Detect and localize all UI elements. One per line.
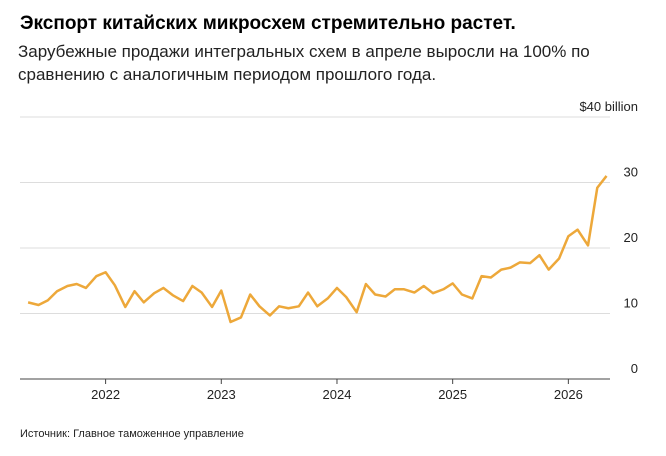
y-tick-label: 20 (624, 230, 638, 245)
x-tick-label: 2022 (91, 387, 120, 402)
subtitle-box: Зарубежные продажи интегральных схем в а… (18, 42, 590, 84)
source: Источник: Главное таможенное управление (20, 428, 244, 440)
chart-title: Экспорт китайских микросхем стремительно… (20, 13, 516, 34)
x-tick-label: 2023 (207, 387, 236, 402)
x-tick-label: 2025 (438, 387, 467, 402)
data-line (27, 175, 608, 324)
y-tick-label: 30 (624, 165, 638, 180)
y-tick-label: 10 (624, 296, 638, 311)
y-tick-label: 0 (631, 361, 638, 376)
chart-subtitle: Зарубежные продажи интегральных схем в а… (18, 42, 590, 84)
x-tick-label: 2024 (323, 387, 352, 402)
x-tick-label: 2026 (554, 387, 583, 402)
y-tick-label: $40 billion (579, 99, 638, 114)
